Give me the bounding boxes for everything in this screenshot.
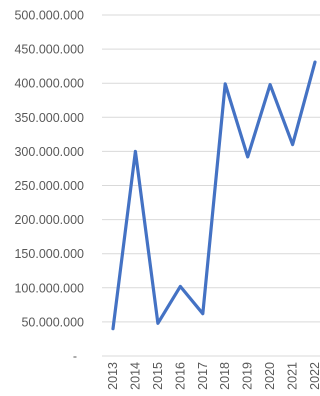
series-layer [111, 60, 317, 331]
y-tick-label: - [73, 350, 77, 364]
y-tick-label: 300.000.000 [14, 145, 84, 159]
y-tick-label: 200.000.000 [14, 213, 84, 227]
y-tick-label: 150.000.000 [14, 247, 84, 261]
x-tick-label: 2018 [218, 362, 232, 390]
y-tick-label: 450.000.000 [14, 43, 84, 57]
x-tick-label: 2019 [241, 362, 255, 390]
x-tick-label: 2014 [128, 362, 142, 390]
x-tick-label: 2021 [286, 362, 300, 390]
series-line [111, 60, 317, 331]
x-axis-tick-labels: 2013 2014 2015 2016 2017 2018 2019 2020 2021 2022 [106, 362, 320, 390]
y-tick-label: 250.000.000 [14, 179, 84, 193]
y-tick-label: 100.000.000 [14, 281, 84, 295]
y-tick-label: 400.000.000 [14, 77, 84, 91]
x-tick-label: 2013 [106, 362, 120, 390]
gridlines [102, 14, 320, 357]
y-axis-tick-labels: - 50.000.000 100.000.000 150.000.000 200.000… [14, 9, 84, 364]
x-tick-label: 2022 [308, 362, 320, 390]
x-tick-label: 2020 [263, 362, 277, 390]
x-tick-label: 2015 [151, 362, 165, 390]
y-tick-label: 50.000.000 [21, 315, 84, 329]
x-tick-label: 2016 [173, 362, 187, 390]
y-tick-label: 350.000.000 [14, 111, 84, 125]
x-tick-label: 2017 [196, 362, 210, 390]
y-tick-label: 500.000.000 [14, 9, 84, 23]
